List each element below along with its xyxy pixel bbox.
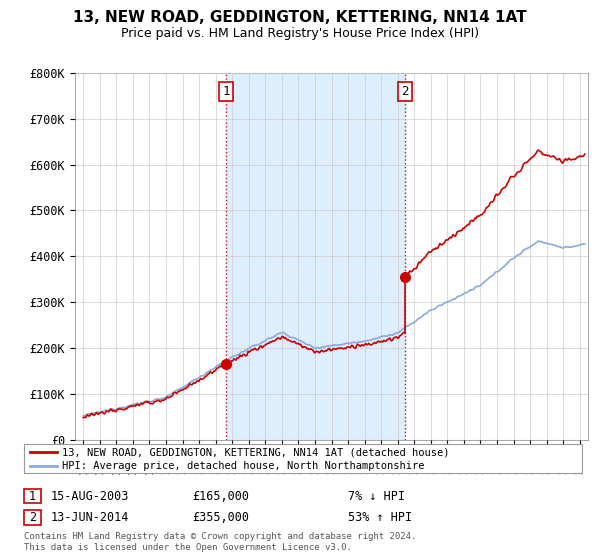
Text: 2: 2 <box>29 511 36 524</box>
Text: 13, NEW ROAD, GEDDINGTON, KETTERING, NN14 1AT: 13, NEW ROAD, GEDDINGTON, KETTERING, NN1… <box>73 10 527 25</box>
Text: HPI: Average price, detached house, North Northamptonshire: HPI: Average price, detached house, Nort… <box>62 461 424 471</box>
Text: £165,000: £165,000 <box>192 489 249 503</box>
Text: 1: 1 <box>222 85 230 97</box>
Text: Contains HM Land Registry data © Crown copyright and database right 2024.: Contains HM Land Registry data © Crown c… <box>24 532 416 541</box>
Text: 2: 2 <box>401 85 409 97</box>
Text: 1: 1 <box>29 489 36 503</box>
Text: 15-AUG-2003: 15-AUG-2003 <box>51 489 130 503</box>
Text: 13, NEW ROAD, GEDDINGTON, KETTERING, NN14 1AT (detached house): 13, NEW ROAD, GEDDINGTON, KETTERING, NN1… <box>62 447 449 457</box>
Text: 53% ↑ HPI: 53% ↑ HPI <box>348 511 412 524</box>
Text: Price paid vs. HM Land Registry's House Price Index (HPI): Price paid vs. HM Land Registry's House … <box>121 27 479 40</box>
Text: 13-JUN-2014: 13-JUN-2014 <box>51 511 130 524</box>
Text: £355,000: £355,000 <box>192 511 249 524</box>
Text: 7% ↓ HPI: 7% ↓ HPI <box>348 489 405 503</box>
Text: This data is licensed under the Open Government Licence v3.0.: This data is licensed under the Open Gov… <box>24 543 352 552</box>
Bar <box>226 73 405 440</box>
